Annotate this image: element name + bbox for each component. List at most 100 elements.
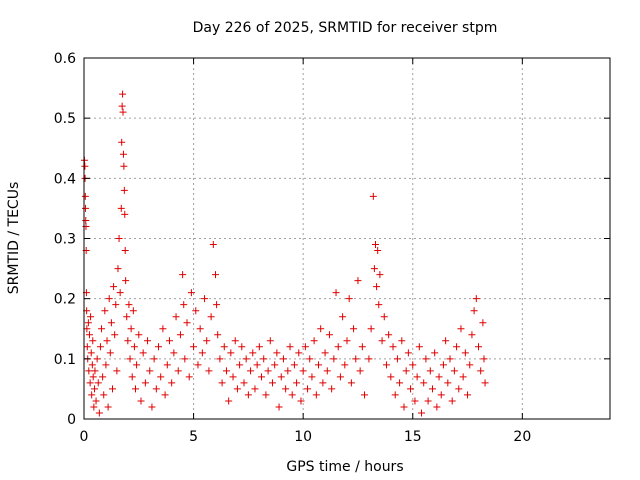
data-point [227,349,235,357]
data-point [203,337,211,345]
data-point [185,373,193,381]
data-point [139,349,147,357]
data-point [437,391,445,399]
data-point [119,90,127,98]
data-point [85,367,93,375]
data-point [336,373,344,381]
data-point [103,337,111,345]
data-point [375,301,383,309]
data-point [88,391,96,399]
data-point [464,391,472,399]
data-point [108,385,116,393]
data-point [409,361,417,369]
data-point [194,361,202,369]
data-point [308,373,316,381]
data-point [376,271,384,279]
data-point [457,325,465,333]
data-point [180,301,188,309]
data-point [104,403,112,411]
data-point [477,367,485,375]
data-point [466,361,474,369]
data-point [85,331,93,339]
data-point [105,295,113,303]
data-point [446,355,454,363]
data-point [135,331,143,339]
data-point [304,385,312,393]
data-point [91,367,99,375]
data-point [87,313,95,321]
data-point [165,337,173,345]
data-point [258,373,266,381]
data-point [183,319,191,327]
data-point [161,391,169,399]
data-point [93,355,101,363]
data-point [242,355,250,363]
data-point [290,361,298,369]
data-point [112,301,120,309]
data-point [264,367,272,375]
data-point [367,325,375,333]
data-point [118,102,126,110]
data-point [275,403,283,411]
data-point [238,343,246,351]
data-point [347,379,355,387]
data-point [220,343,228,351]
data-point [181,355,189,363]
data-point [174,367,182,375]
data-point [214,331,222,339]
data-point [448,397,456,405]
data-point [201,295,209,303]
data-point [393,355,401,363]
data-point [312,391,320,399]
x-tick-labels: 0 5 10 15 20 [80,429,532,445]
data-point [373,283,381,291]
data-point [260,355,268,363]
data-point [251,385,259,393]
data-point [110,283,118,291]
data-point [420,379,428,387]
data-point [319,379,327,387]
data-point [323,367,331,375]
data-point [132,385,140,393]
data-point [470,307,478,315]
data-point [190,343,198,351]
data-point [81,192,89,200]
data-point [481,379,489,387]
data-point [371,241,379,249]
data-point [96,343,104,351]
data-point [121,247,129,255]
data-point [155,343,163,351]
data-point [293,379,301,387]
data-point [391,391,399,399]
data-point [286,343,294,351]
data-point [365,355,373,363]
data-point [209,241,217,249]
data-point [152,385,160,393]
data-point [356,367,364,375]
data-point [354,277,362,285]
data-point [120,186,128,194]
data-point [297,397,305,405]
data-point [87,349,95,357]
data-point [431,349,439,357]
data-point [113,367,121,375]
data-point [213,301,221,309]
data-point [277,373,285,381]
data-point [163,361,171,369]
data-point [334,343,342,351]
data-point [422,355,430,363]
data-point [387,373,395,381]
grid-lines [84,58,610,419]
data-point [343,337,351,345]
data-point [253,361,261,369]
data-point [146,367,154,375]
x-tick-label: 5 [189,429,198,445]
data-point [453,343,461,351]
data-point [196,325,204,333]
data-point [187,289,195,297]
data-point [83,343,91,351]
data-point [301,343,309,351]
data-point [106,349,114,357]
data-point [328,385,336,393]
